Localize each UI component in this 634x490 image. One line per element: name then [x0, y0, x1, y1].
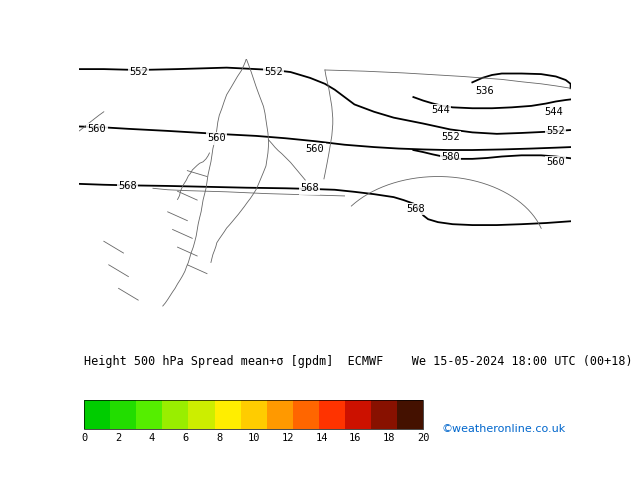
Text: 0: 0 [81, 433, 87, 443]
Text: Height 500 hPa Spread mean+σ [gpdm]  ECMWF    We 15-05-2024 18:00 UTC (00+18): Height 500 hPa Spread mean+σ [gpdm] ECMW… [84, 355, 633, 368]
Text: 552: 552 [129, 67, 148, 77]
Bar [110, 400, 136, 429]
Bar [397, 400, 423, 429]
Text: 14: 14 [315, 433, 328, 443]
Text: 568: 568 [118, 181, 137, 191]
Bar [188, 400, 214, 429]
Bar [319, 400, 345, 429]
Text: 568: 568 [406, 204, 425, 214]
Text: 560: 560 [547, 157, 566, 168]
Text: 6: 6 [183, 433, 189, 443]
Text: 544: 544 [431, 105, 450, 115]
Text: 560: 560 [87, 124, 107, 134]
Text: 18: 18 [383, 433, 396, 443]
Bar [293, 400, 319, 429]
Text: 552: 552 [264, 67, 283, 77]
Text: 568: 568 [300, 183, 318, 193]
Text: 16: 16 [349, 433, 361, 443]
Text: 552: 552 [547, 126, 566, 136]
Text: 20: 20 [417, 433, 429, 443]
Bar [84, 400, 424, 429]
Text: 552: 552 [441, 132, 460, 142]
Text: 560: 560 [207, 133, 226, 143]
Text: 560: 560 [306, 144, 325, 154]
Text: 4: 4 [149, 433, 155, 443]
Text: 10: 10 [247, 433, 260, 443]
Text: 8: 8 [217, 433, 223, 443]
Text: 544: 544 [544, 107, 563, 117]
Text: ©weatheronline.co.uk: ©weatheronline.co.uk [441, 424, 566, 435]
Bar [371, 400, 397, 429]
Text: 2: 2 [115, 433, 121, 443]
Text: 536: 536 [476, 86, 494, 96]
Bar [241, 400, 267, 429]
Bar [214, 400, 241, 429]
Text: 580: 580 [441, 152, 460, 162]
Bar [136, 400, 162, 429]
Bar [345, 400, 371, 429]
Text: 12: 12 [281, 433, 294, 443]
Bar [267, 400, 293, 429]
Bar [84, 400, 110, 429]
Bar [162, 400, 188, 429]
